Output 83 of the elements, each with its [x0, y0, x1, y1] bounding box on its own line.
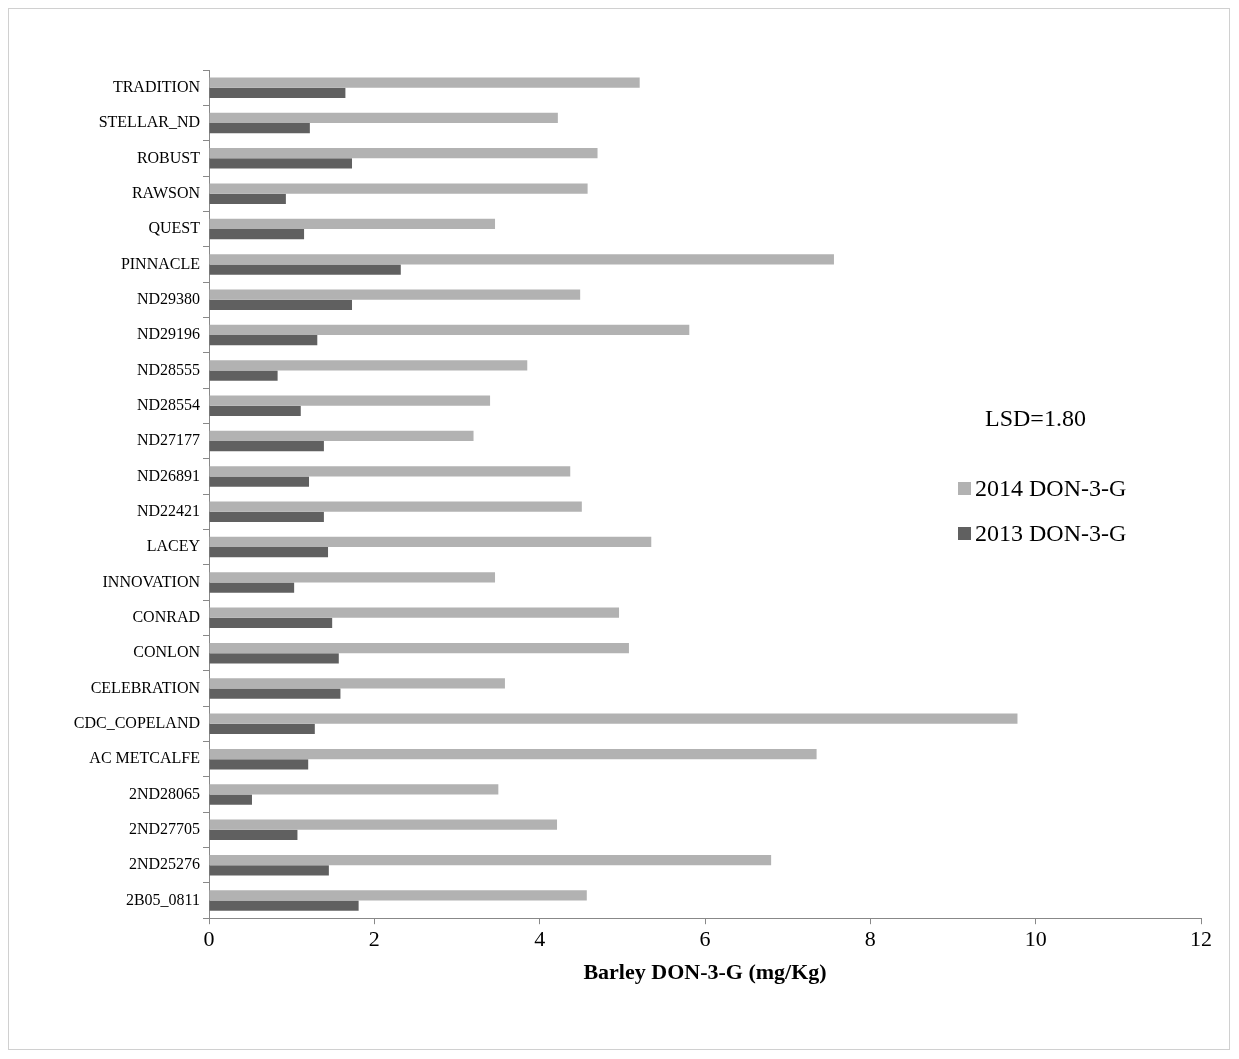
bar — [209, 360, 528, 371]
y-tick-label: TRADITION — [112, 77, 201, 95]
bar — [209, 299, 353, 310]
x-tick-label: 4 — [534, 926, 546, 952]
y-tick-label: 2ND25276 — [128, 855, 200, 873]
x-tick-label: 2 — [368, 926, 380, 952]
bar — [209, 264, 401, 275]
bar — [209, 229, 305, 240]
bar — [209, 441, 324, 452]
bar — [209, 158, 353, 169]
bar — [209, 87, 346, 98]
y-tick-label: ND27177 — [136, 431, 200, 449]
annotation: LSD=1.80 — [985, 405, 1086, 432]
bar — [209, 572, 496, 583]
bar — [209, 511, 324, 523]
bar — [209, 890, 587, 901]
bar — [209, 653, 339, 664]
y-tick-label: 2ND27705 — [128, 820, 200, 838]
bar — [209, 370, 278, 381]
y-tick-label: ND28554 — [136, 395, 200, 413]
y-tick-label: QUEST — [148, 219, 201, 237]
y-tick-label: AC METCALFE — [89, 749, 200, 767]
bar — [209, 254, 834, 265]
y-tick-label: CELEBRATION — [90, 678, 201, 696]
bar — [209, 77, 640, 88]
y-tick-label: STELLAR_ND — [98, 113, 200, 131]
bar — [209, 536, 652, 548]
x-tick-label: 12 — [1190, 926, 1212, 952]
y-tick-label: CDC_COPELAND — [73, 714, 200, 732]
bar — [209, 819, 558, 830]
x-tick-label: 0 — [203, 926, 215, 952]
bar — [209, 829, 298, 841]
y-tick-label: 2B05_0811 — [125, 890, 200, 908]
bar — [209, 289, 581, 300]
bar — [209, 688, 341, 699]
legend-label: 2014 DON-3-G — [975, 475, 1127, 502]
bar — [209, 112, 558, 124]
bar — [209, 759, 309, 770]
bar — [209, 148, 598, 159]
x-tick-label: 8 — [864, 926, 876, 952]
bar — [209, 395, 491, 406]
y-tick-label: LACEY — [146, 537, 201, 555]
bar — [209, 723, 315, 735]
y-tick-label: ND29196 — [136, 325, 200, 343]
bar — [209, 123, 310, 134]
x-axis-title: Barley DON-3-G (mg/Kg) — [583, 959, 827, 985]
y-tick-label: CONLON — [133, 643, 201, 661]
bar — [209, 794, 252, 805]
y-tick-label: ND29380 — [136, 289, 200, 307]
bar — [209, 784, 499, 795]
bar — [209, 324, 690, 336]
y-tick-label: ROBUST — [136, 148, 201, 166]
x-tick-label: 6 — [699, 926, 711, 952]
bar — [209, 476, 310, 487]
y-tick-label: ND22421 — [136, 501, 200, 519]
y-tick-label: PINNACLE — [120, 254, 200, 272]
bar — [209, 430, 474, 442]
bar — [209, 183, 588, 194]
bar — [209, 900, 359, 911]
bar — [209, 405, 301, 416]
bar — [209, 713, 1018, 724]
bar — [209, 748, 817, 760]
bar — [209, 678, 505, 689]
bar — [209, 607, 620, 618]
y-tick-label: ND26891 — [136, 466, 200, 484]
bar — [209, 335, 318, 346]
y-tick-label: ND28555 — [136, 360, 200, 378]
bar — [209, 218, 496, 230]
bar — [209, 466, 571, 477]
y-tick-label: 2ND28065 — [128, 784, 200, 802]
bar — [209, 854, 772, 866]
bar — [209, 617, 333, 629]
bar — [209, 582, 295, 593]
legend-label: 2013 DON-3-G — [975, 520, 1127, 547]
y-tick-label: INNOVATION — [102, 572, 201, 590]
y-tick-label: CONRAD — [132, 608, 200, 625]
bar — [209, 642, 629, 654]
bar — [209, 193, 286, 204]
bar — [209, 865, 329, 876]
bar — [209, 547, 329, 558]
x-tick-label: 10 — [1024, 926, 1047, 952]
bar — [209, 501, 582, 512]
y-tick-label: RAWSON — [131, 183, 201, 201]
